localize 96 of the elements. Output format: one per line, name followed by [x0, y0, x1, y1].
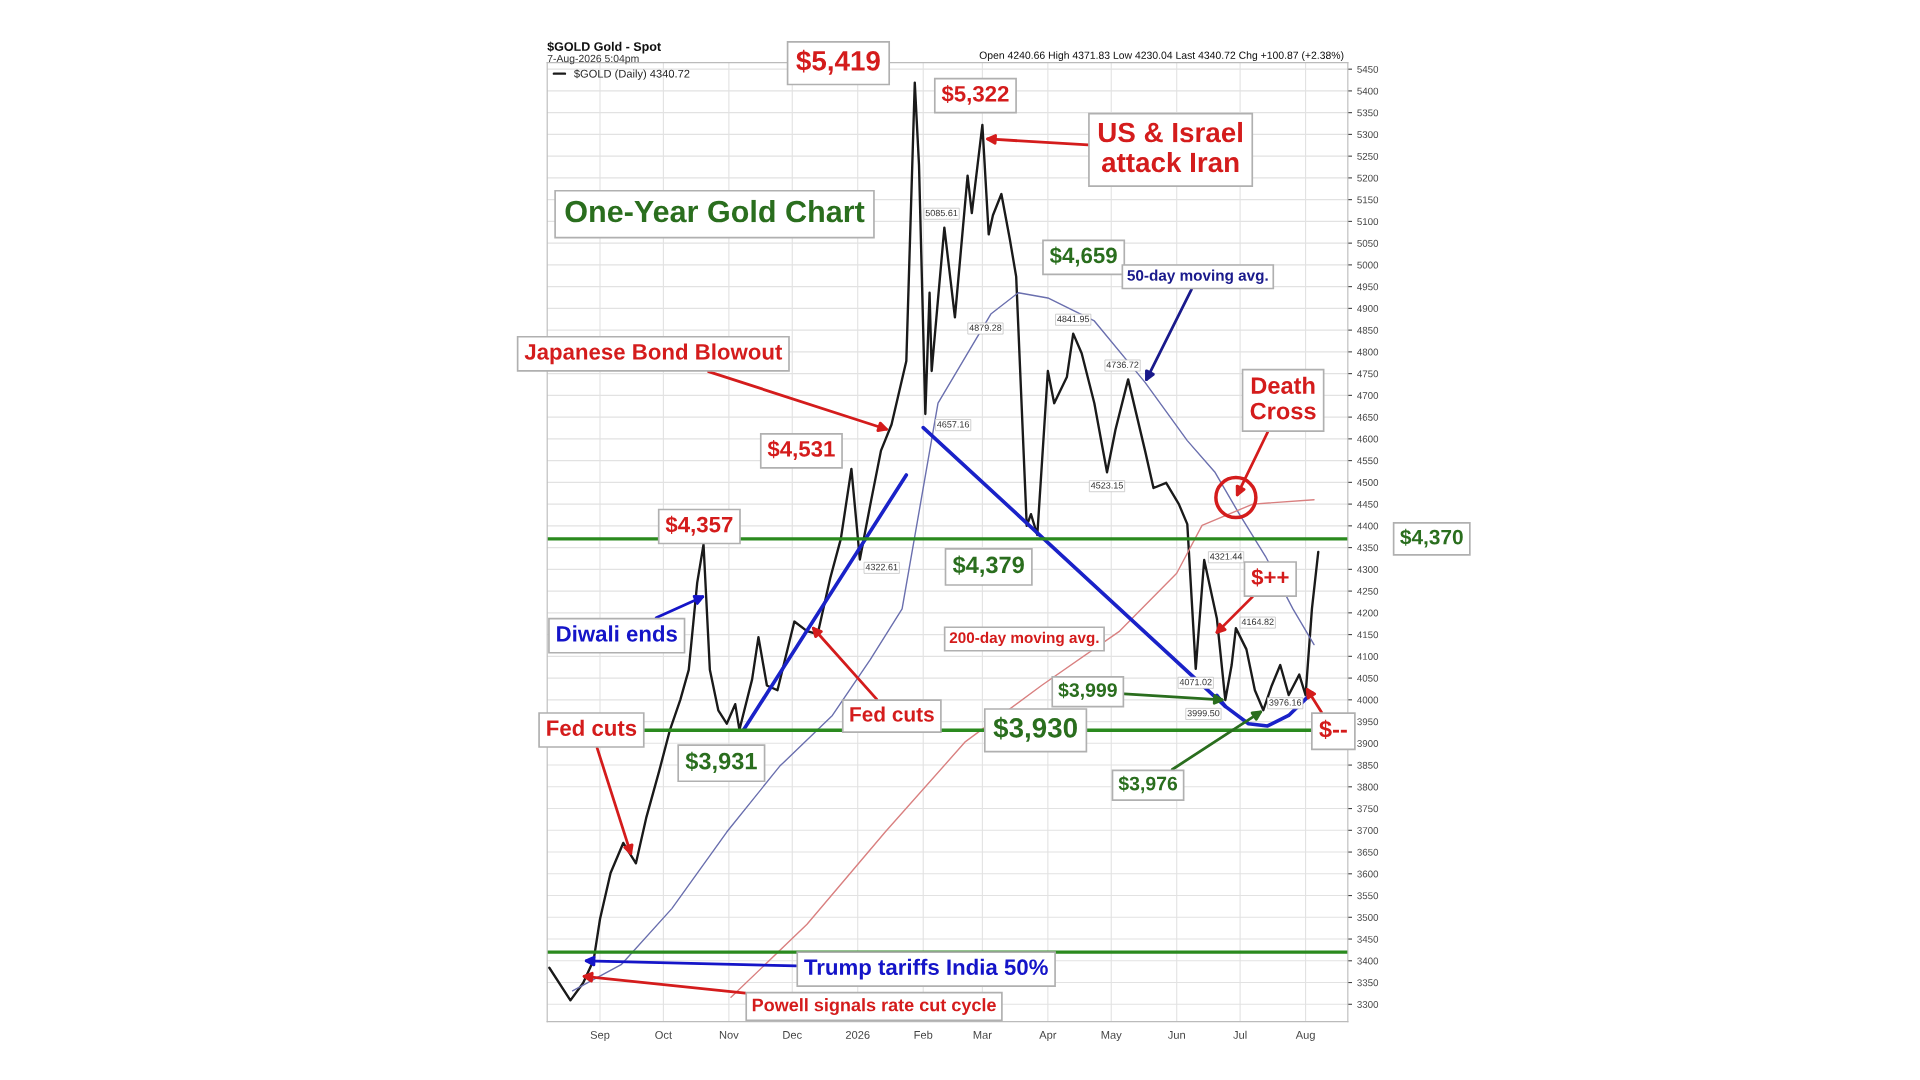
y-tick-label: 4000 — [1357, 696, 1379, 704]
y-tick-label: 3650 — [1357, 848, 1379, 856]
data-label: 4736.72 — [1106, 361, 1139, 368]
annotation: 50-day moving avg. — [1127, 269, 1268, 284]
y-tick-label: 3300 — [1357, 1001, 1379, 1008]
ref-line-label: $4,370 — [1400, 528, 1463, 548]
x-tick-label: May — [1101, 1031, 1122, 1042]
y-tick-label: 4350 — [1357, 544, 1379, 552]
y-tick-label: 4150 — [1357, 631, 1379, 639]
y-tick-label: 3450 — [1357, 935, 1379, 943]
annotation: Death Cross — [1250, 376, 1316, 420]
x-tick-label: Feb — [914, 1030, 933, 1039]
y-tick-label: 4900 — [1357, 305, 1379, 312]
y-tick-label: 3950 — [1357, 718, 1379, 726]
data-label: 4322.61 — [865, 563, 898, 571]
annotation: $4,379 — [952, 555, 1024, 577]
y-tick-label: 5350 — [1357, 109, 1379, 117]
y-tick-label: 4550 — [1357, 457, 1379, 465]
y-tick-label: 4250 — [1357, 587, 1379, 595]
data-label: 4071.02 — [1179, 678, 1212, 686]
x-tick-label: 2026 — [845, 1031, 870, 1039]
y-tick-label: 3350 — [1357, 979, 1379, 987]
data-label: 5085.61 — [925, 209, 958, 217]
data-label: 4164.82 — [1241, 618, 1274, 626]
y-tick-label: 4700 — [1357, 392, 1379, 399]
annotation: US & Israel attack Iran — [1098, 121, 1242, 173]
data-label: 4841.95 — [1057, 315, 1090, 323]
annotation: $4,659 — [1049, 246, 1117, 267]
annotation: $++ — [1251, 568, 1289, 587]
y-tick-label: 3400 — [1357, 957, 1379, 965]
x-tick-label: Dec — [783, 1031, 802, 1039]
data-label: 4879.28 — [969, 324, 1002, 331]
y-tick-label: 5450 — [1357, 65, 1379, 73]
y-tick-label: 5250 — [1357, 152, 1379, 160]
y-tick-label: 4200 — [1357, 609, 1379, 617]
annotation: $-- — [1319, 719, 1347, 740]
x-tick-label: Mar — [973, 1031, 992, 1039]
x-tick-label: Sep — [590, 1031, 610, 1042]
y-tick-label: 5400 — [1357, 87, 1379, 95]
annotation: $4,357 — [665, 515, 733, 536]
x-tick-label: Oct — [655, 1031, 672, 1039]
data-label: 3976.16 — [1269, 699, 1302, 706]
y-tick-label: 4600 — [1357, 435, 1379, 443]
y-tick-label: 3900 — [1357, 740, 1379, 747]
y-tick-label: 3750 — [1357, 805, 1379, 813]
y-tick-label: 3800 — [1357, 783, 1379, 791]
y-tick-label: 5200 — [1357, 174, 1379, 182]
ref-line-label: $3,930 — [993, 716, 1077, 742]
y-tick-label: 4400 — [1357, 522, 1379, 530]
x-tick-label: Jul — [1233, 1030, 1247, 1039]
y-tick-label: 5050 — [1357, 239, 1379, 247]
data-label: 4657.16 — [937, 421, 970, 428]
data-label: 4523.15 — [1090, 482, 1123, 489]
y-tick-label: 4300 — [1357, 566, 1379, 573]
annotation: 200-day moving avg. — [949, 631, 1099, 647]
annotation: Trump tariffs India 50% — [804, 958, 1048, 980]
y-tick-label: 3850 — [1357, 761, 1379, 769]
legend-label: $GOLD (Daily) 4340.72 — [573, 69, 690, 80]
y-tick-label: 4650 — [1357, 413, 1379, 421]
annotation: Powell signals rate cut cycle — [752, 998, 996, 1016]
annotation: $5,322 — [941, 84, 1009, 105]
y-tick-label: 3500 — [1357, 914, 1379, 921]
x-tick-label: Apr — [1039, 1031, 1057, 1042]
text: One-Year Gold Chart — [565, 199, 865, 223]
y-tick-label: 3600 — [1357, 870, 1379, 878]
x-tick-label: Aug — [1295, 1031, 1315, 1042]
y-tick-label: 5000 — [1357, 261, 1379, 269]
annotation: Japanese Bond Blowout — [524, 343, 783, 365]
data-label: 3999.50 — [1187, 709, 1220, 717]
x-tick-label: Jun — [1167, 1031, 1185, 1039]
text: $GOLD Gold - Spot — [547, 41, 661, 54]
y-tick-label: 4050 — [1357, 674, 1379, 682]
annotation: $3,999 — [1058, 682, 1117, 700]
y-tick-label: 4100 — [1357, 653, 1379, 660]
y-tick-label: 4850 — [1357, 326, 1379, 334]
y-tick-label: 3700 — [1357, 827, 1379, 834]
y-tick-label: 5150 — [1357, 196, 1379, 204]
annotation: Diwali ends — [557, 625, 677, 642]
annotation: $3,976 — [1118, 775, 1178, 794]
y-tick-label: 5100 — [1357, 218, 1379, 226]
y-tick-label: 4800 — [1357, 348, 1379, 356]
y-tick-label: 5300 — [1357, 131, 1379, 139]
annotation: $3,931 — [685, 751, 757, 773]
x-tick-label: Nov — [719, 1031, 739, 1039]
annotation: $5,419 — [796, 49, 880, 75]
data-label: 4321.44 — [1209, 553, 1243, 560]
annotation: Fed cuts — [547, 719, 637, 736]
y-tick-label: 4950 — [1357, 283, 1379, 291]
y-tick-label: 4450 — [1357, 500, 1379, 508]
y-tick-label: 4500 — [1357, 479, 1379, 486]
text: Open 4240.66 High 4371.83 Low 4230.04 Last 4340.72 Chg +100.87 (+2.38%) — [979, 51, 1344, 62]
annotation: Fed cuts — [850, 706, 934, 722]
annotation: 7-Aug-2026 5:04pm — [547, 54, 639, 65]
y-tick-label: 4750 — [1357, 370, 1379, 378]
annotation: $4,531 — [767, 440, 835, 460]
y-tick-label: 3550 — [1357, 892, 1379, 900]
